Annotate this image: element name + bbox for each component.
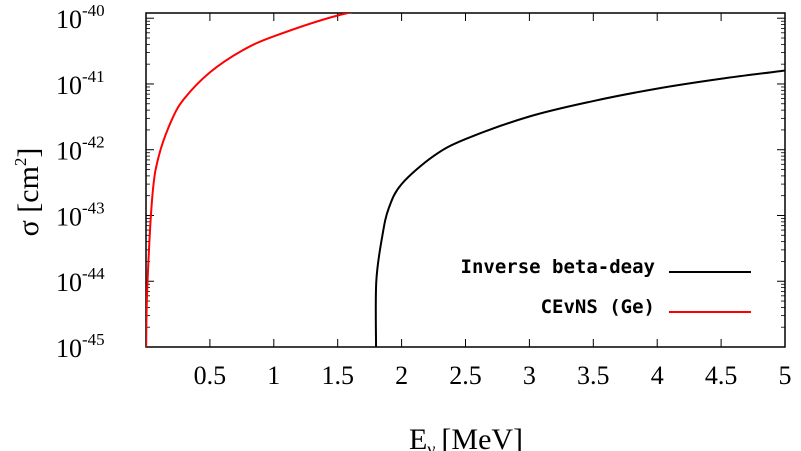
series-line-1 (146, 13, 353, 347)
x-tick-label: 3 (523, 361, 536, 390)
legend-label-0: Inverse beta-deay (461, 256, 655, 278)
plot-frame (145, 12, 786, 348)
x-tick-label: 3.5 (577, 361, 610, 390)
tick-marks (146, 13, 785, 348)
y-tick-label: 10-41 (56, 67, 105, 100)
x-tick-labels: 0.5 1 1.5 2 2.5 3 3.5 4 4.5 5 (194, 361, 792, 390)
x-tick-label: 2.5 (449, 361, 482, 390)
x-tick-label: 4 (651, 361, 664, 390)
y-tick-label: 10-43 (56, 198, 105, 231)
x-tick-label: 2 (395, 361, 408, 390)
series-line-0 (374, 69, 785, 347)
y-tick-labels: 10-45 10-44 10-43 10-42 10-41 10-40 (56, 1, 105, 363)
x-tick-label: 1.5 (321, 361, 354, 390)
y-tick-label: 10-42 (56, 133, 105, 166)
series-lines (146, 13, 785, 347)
legend: Inverse beta-deay CEvNS (Ge) (461, 256, 751, 318)
y-tick-label: 10-45 (56, 330, 105, 363)
y-axis-title: σ [cm2] (11, 148, 45, 237)
x-tick-label: 4.5 (705, 361, 738, 390)
x-tick-label: 5 (779, 361, 792, 390)
legend-label-1: CEvNS (Ge) (541, 296, 655, 318)
y-tick-label: 10-44 (56, 264, 105, 297)
y-tick-label: 10-40 (56, 1, 105, 34)
x-tick-label: 0.5 (194, 361, 227, 390)
x-axis-title: Eν [MeV] (409, 423, 523, 451)
x-tick-label: 1 (267, 361, 280, 390)
